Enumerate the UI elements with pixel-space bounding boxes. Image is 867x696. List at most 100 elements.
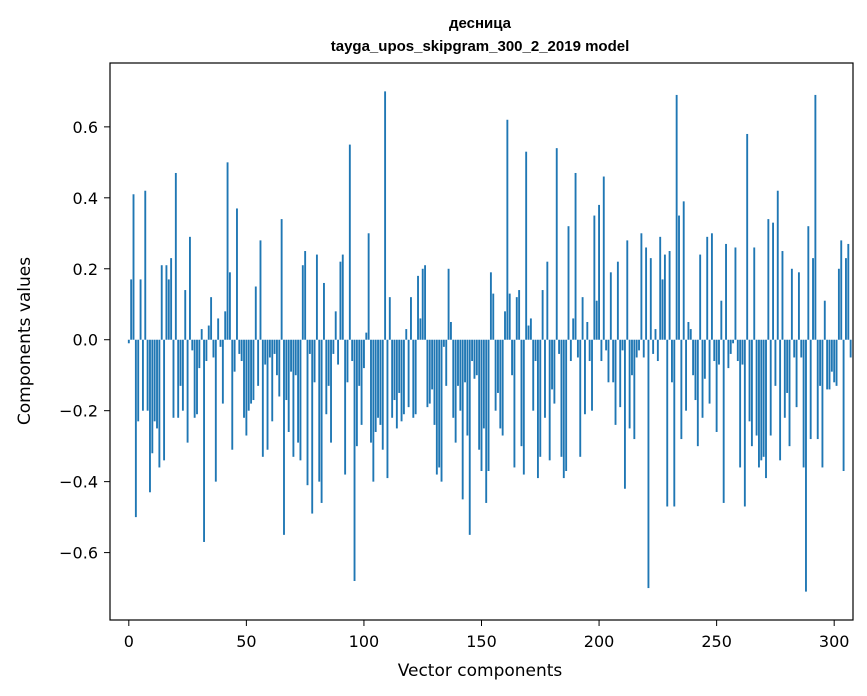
bar <box>560 339 563 457</box>
bar <box>306 339 309 486</box>
bar <box>826 339 829 390</box>
bar <box>732 339 735 344</box>
bar <box>628 339 631 429</box>
bar <box>466 339 469 436</box>
bar <box>790 268 793 340</box>
bar <box>736 339 739 362</box>
bar <box>471 339 474 362</box>
bar <box>809 339 812 440</box>
bar <box>631 339 633 376</box>
bar <box>567 226 570 340</box>
bar <box>146 339 149 411</box>
bar <box>348 144 351 340</box>
bar <box>485 339 488 503</box>
bar <box>231 339 234 450</box>
bar <box>508 293 511 340</box>
bar <box>139 279 142 340</box>
bar <box>828 339 831 390</box>
bar <box>271 339 274 422</box>
bar <box>647 339 650 589</box>
bar <box>501 339 504 436</box>
bar <box>243 339 245 418</box>
bar <box>536 339 539 479</box>
bar <box>569 339 572 362</box>
bar <box>374 339 377 432</box>
bar <box>586 321 589 340</box>
bar <box>228 272 231 340</box>
bar <box>593 215 596 340</box>
bar <box>358 339 361 386</box>
bar <box>722 339 725 503</box>
bar <box>725 243 727 340</box>
bar <box>405 329 408 340</box>
bar <box>678 215 680 340</box>
bar <box>772 222 774 340</box>
bar <box>753 247 756 340</box>
bar <box>532 339 535 411</box>
bar <box>729 339 732 354</box>
bar <box>156 339 158 429</box>
bar <box>795 339 798 408</box>
bar <box>551 339 553 390</box>
bar <box>659 236 662 340</box>
bar <box>210 297 213 340</box>
bar <box>642 339 645 358</box>
bar <box>654 329 657 340</box>
bar <box>793 339 796 358</box>
bar <box>743 339 746 507</box>
bar <box>395 339 398 429</box>
bar <box>137 339 140 422</box>
bar <box>280 219 283 340</box>
bar <box>534 339 537 362</box>
bar <box>452 339 455 418</box>
bar <box>525 151 528 340</box>
bar <box>774 339 777 386</box>
bar <box>478 339 481 450</box>
bar <box>703 339 706 379</box>
bar <box>616 261 619 340</box>
bar <box>640 233 643 340</box>
bar <box>692 339 695 376</box>
bar <box>435 339 438 475</box>
bar <box>746 133 749 340</box>
bar <box>480 339 483 471</box>
bar <box>292 339 295 457</box>
bar <box>621 339 624 351</box>
bar <box>821 339 824 468</box>
bar <box>823 300 826 340</box>
bar <box>153 339 156 422</box>
y-axis-label: Components values <box>15 257 35 425</box>
bar <box>741 339 744 365</box>
y-tick-label: 0.2 <box>73 260 98 279</box>
bar <box>315 254 318 340</box>
bar <box>494 339 497 411</box>
bar <box>461 339 464 500</box>
bar <box>407 339 410 408</box>
bar <box>160 265 163 340</box>
bar <box>177 339 180 418</box>
chart-title-line-2: tayga_upos_skipgram_300_2_2019 model <box>331 38 630 55</box>
bar <box>273 339 276 354</box>
bar <box>680 339 683 440</box>
bar <box>151 339 154 454</box>
chart-title-line-1: десница <box>449 15 512 32</box>
bar <box>414 339 417 415</box>
bar <box>497 339 499 393</box>
bar <box>779 339 782 461</box>
bar <box>840 240 843 340</box>
bar <box>221 339 224 404</box>
bar <box>522 339 525 475</box>
bar <box>515 297 518 340</box>
bar <box>384 91 387 340</box>
bar <box>607 339 610 383</box>
bar <box>127 339 130 344</box>
bar <box>638 339 640 351</box>
bar <box>482 339 485 429</box>
bar <box>377 339 379 418</box>
bar <box>708 339 711 404</box>
bar <box>555 148 558 340</box>
x-tick-label: 200 <box>584 632 615 651</box>
bar <box>426 339 429 408</box>
x-tick-label: 300 <box>819 632 850 651</box>
bar <box>558 339 561 354</box>
